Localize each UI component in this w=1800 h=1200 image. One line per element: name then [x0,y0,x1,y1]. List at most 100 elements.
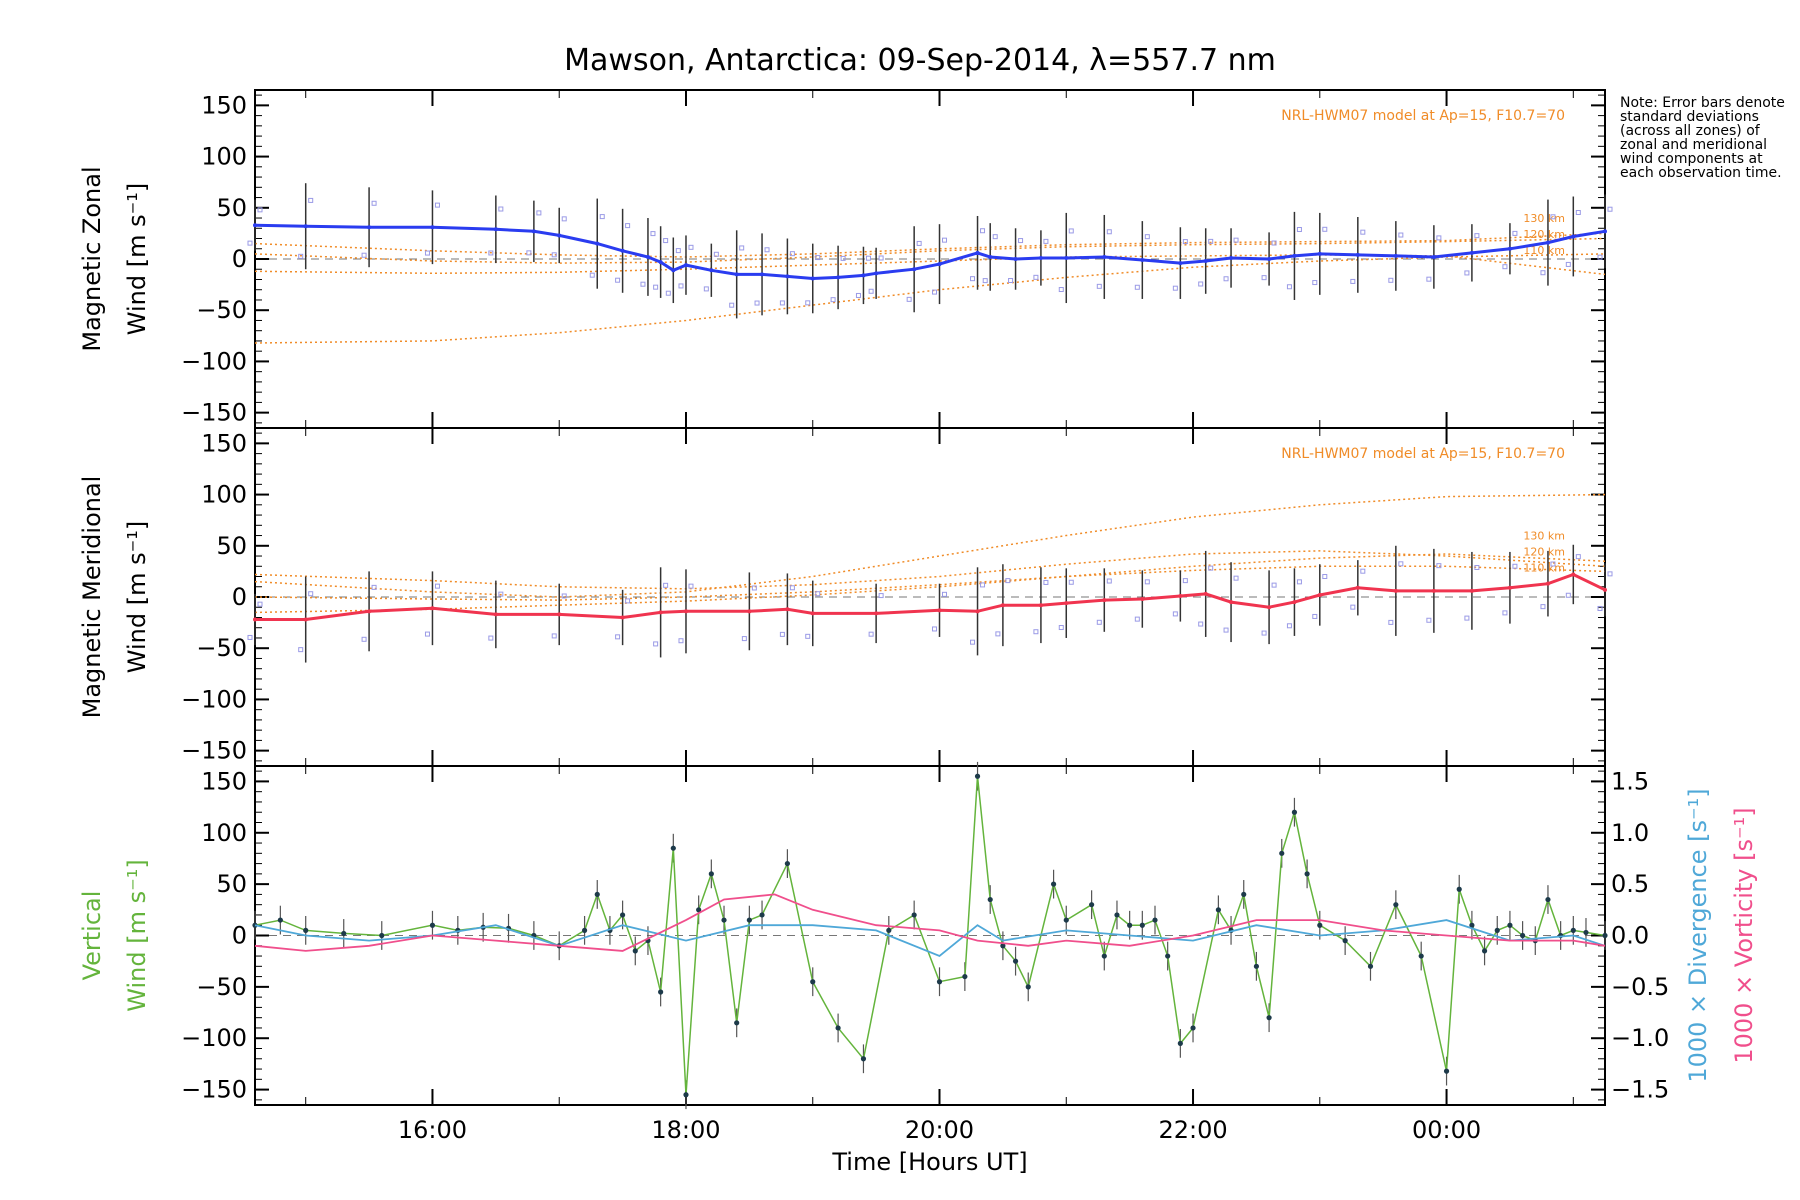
zone-point-zonal [1172,285,1178,291]
zone-point-zonal [1286,284,1292,290]
data-point-zonal [1469,250,1474,255]
zone-point-zonal [1502,264,1508,270]
data-point-meridional [620,615,625,620]
zone-point-zonal [815,255,821,261]
data-point-zonal [1140,258,1145,263]
data-point-zonal [874,271,879,276]
zone-point-zonal [916,240,922,246]
data-point-zonal [1545,240,1550,245]
series-line-meridional [255,572,1606,621]
zone-point-meridional [1096,619,1102,625]
model-curve-zonal [254,253,1606,344]
data-point-meridional [1140,597,1145,602]
data-point-zonal [975,250,980,255]
y2-tick-label: 1.5 [1611,767,1649,795]
x-axis-label: Time [Hours UT] [831,1148,1027,1176]
data-point-zonal [671,268,676,273]
data-point-vertical [1443,1068,1450,1074]
data-point-zonal [1038,255,1043,260]
data-point-vertical [1127,922,1133,928]
data-point-meridional [493,612,498,617]
y-tick-label-meridional: −150 [181,737,247,765]
series-line-divergence [254,919,1606,958]
data-point-zonal [1292,253,1297,258]
data-point-vertical [1418,953,1424,959]
data-point-vertical [886,927,892,933]
zone-point-zonal [247,240,253,246]
zone-point-zonal [855,292,861,298]
x-tick-label: 16:00 [398,1116,467,1144]
zone-point-zonal [1068,228,1074,234]
zone-point-zonal [1261,275,1267,281]
zone-point-meridional [1033,629,1039,635]
zone-point-meridional [1502,610,1508,616]
zone-point-zonal [1223,276,1229,282]
zone-point-zonal [1597,254,1603,260]
zone-point-zonal [1607,206,1613,212]
y2-tick-label: 0.5 [1611,870,1649,898]
zone-point-zonal [932,289,938,295]
zone-point-meridional [1068,579,1074,585]
data-point-zonal [493,227,498,232]
zone-point-zonal [1033,274,1039,280]
zone-point-meridional [551,633,557,639]
y-tick-label-zonal: 50 [216,194,247,222]
model-curve-meridional [254,565,1606,601]
data-point-vertical [594,891,600,898]
zone-point-zonal [371,200,377,206]
y2-label-divergence: 1000 × Divergence [s⁻¹] [1684,788,1712,1082]
zone-point-zonal [1106,229,1112,235]
data-point-vertical [1279,850,1285,856]
zone-point-zonal [1134,284,1140,290]
zone-point-meridional [1208,565,1214,571]
data-point-meridional [1317,592,1322,597]
zone-point-meridional [942,591,948,597]
zone-point-meridional [371,584,377,590]
zone-point-meridional [1134,616,1140,622]
zone-point-zonal [992,234,998,240]
zone-point-meridional [663,582,669,588]
data-point-vertical [1050,881,1057,887]
y-tick-label-meridional: −100 [181,685,247,713]
data-point-zonal [1317,251,1322,256]
data-point-vertical [708,871,714,877]
zone-point-meridional [1286,623,1292,629]
zone-point-zonal [1540,270,1546,276]
zone-point-meridional [1464,615,1470,621]
zone-point-meridional [995,631,1001,637]
zone-point-zonal [498,206,504,212]
zone-point-meridional [257,601,263,607]
data-point-zonal [303,224,308,229]
data-point-vertical [1215,907,1221,913]
data-point-vertical [1583,929,1589,936]
data-point-vertical [936,979,943,985]
zone-point-zonal [675,248,681,254]
model-altitude-label-meridional: 120 km [1523,546,1565,559]
data-point-vertical [810,979,816,985]
zone-point-zonal [640,281,646,287]
y-tick-label-vertical: −50 [196,973,247,1001]
y-tick-label-meridional: 100 [201,481,247,509]
series-line-zonal [254,223,1606,281]
zone-point-meridional [434,583,440,589]
data-point-meridional [1178,593,1183,598]
data-point-meridional [1000,603,1005,608]
y-tick-label-vertical: −100 [181,1024,247,1052]
data-point-meridional [1545,581,1550,586]
zone-point-zonal [650,231,656,237]
data-point-meridional [1507,585,1512,590]
zone-point-zonal [1426,276,1432,282]
data-point-vertical [277,917,283,923]
data-point-vertical [683,1092,689,1098]
data-point-zonal [557,233,562,238]
data-point-meridional [253,617,257,622]
model-label-zonal: NRL-HWM07 model at Ap=15, F10.7=70 [1281,108,1565,124]
zone-point-meridional [815,591,821,597]
data-point-vertical [1152,917,1158,923]
data-point-meridional [785,607,790,612]
zone-point-zonal [1312,280,1318,286]
zone-point-meridional [1607,571,1613,577]
zone-point-zonal [308,197,314,203]
data-point-vertical [696,907,702,913]
zone-point-meridional [1271,582,1277,588]
